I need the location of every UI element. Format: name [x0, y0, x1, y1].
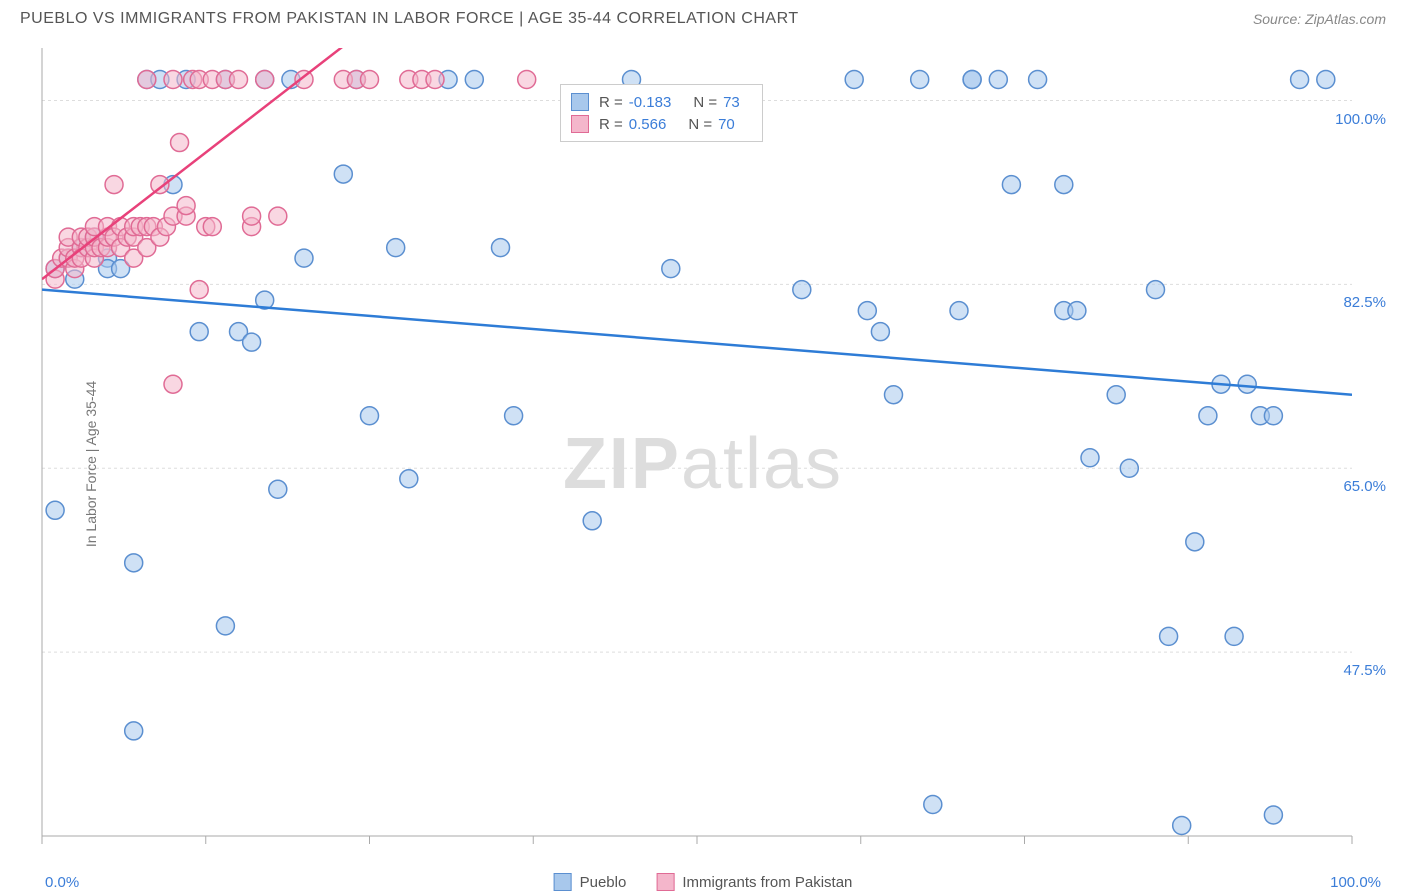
y-tick-label: 100.0%	[1335, 111, 1386, 128]
chart-header: PUEBLO VS IMMIGRANTS FROM PAKISTAN IN LA…	[0, 0, 1406, 36]
swatch-pakistan	[571, 115, 589, 133]
source-label: Source:	[1253, 11, 1301, 27]
stats-row-pueblo: R = -0.183 N = 73	[571, 91, 752, 113]
x-min-label: 0.0%	[45, 874, 79, 891]
legend-item-pueblo: Pueblo	[554, 873, 627, 891]
bottom-legend: Pueblo Immigrants from Pakistan	[554, 873, 853, 891]
stats-row-pakistan: R = 0.566 N = 70	[571, 113, 752, 135]
swatch-pueblo	[571, 93, 589, 111]
legend-label-pakistan: Immigrants from Pakistan	[682, 874, 852, 891]
r-label: R =	[599, 116, 623, 133]
n-label: N =	[688, 116, 712, 133]
source-text: Source: ZipAtlas.com	[1253, 11, 1386, 27]
y-axis-title: In Labor Force | Age 35-44	[83, 380, 99, 546]
legend-swatch-pakistan	[656, 873, 674, 891]
r-value-pueblo: -0.183	[629, 94, 672, 111]
legend-swatch-pueblo	[554, 873, 572, 891]
stats-legend: R = -0.183 N = 73 R = 0.566 N = 70	[560, 84, 763, 142]
y-tick-label: 47.5%	[1343, 662, 1386, 679]
y-tick-label: 82.5%	[1343, 294, 1386, 311]
r-value-pakistan: 0.566	[629, 116, 667, 133]
r-label: R =	[599, 94, 623, 111]
x-max-label: 100.0%	[1330, 874, 1381, 891]
legend-label-pueblo: Pueblo	[580, 874, 627, 891]
y-tick-label: 65.0%	[1343, 478, 1386, 495]
n-value-pueblo: 73	[723, 94, 740, 111]
n-label: N =	[693, 94, 717, 111]
source-link[interactable]: ZipAtlas.com	[1305, 11, 1386, 27]
chart-container: In Labor Force | Age 35-44 ZIPatlas R = …	[0, 36, 1406, 891]
scatter-chart	[0, 36, 1406, 846]
legend-item-pakistan: Immigrants from Pakistan	[656, 873, 852, 891]
n-value-pakistan: 70	[718, 116, 735, 133]
chart-title: PUEBLO VS IMMIGRANTS FROM PAKISTAN IN LA…	[20, 10, 799, 28]
